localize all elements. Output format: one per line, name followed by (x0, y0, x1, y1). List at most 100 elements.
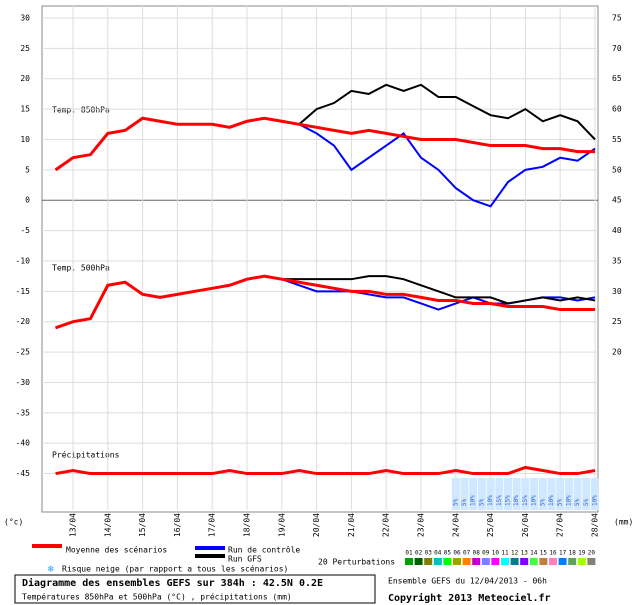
snow-risk-label: 15% (496, 495, 503, 506)
perturbation-swatch (443, 558, 452, 565)
snow-risk-cell (538, 478, 547, 510)
x-tick-label: 27/04 (556, 513, 565, 537)
footer-subtitle: Températures 850hPa et 500hPa (°C) , pré… (22, 592, 292, 602)
perturbation-swatch (539, 558, 548, 565)
x-tick-label: 24/04 (451, 513, 460, 537)
perturbation-number: 16 (549, 550, 557, 557)
perturbation-number: 19 (578, 550, 586, 557)
y-tick-label: -5 (20, 226, 30, 235)
snow-risk-label: 10% (513, 495, 520, 506)
snow-risk-cell (556, 478, 565, 510)
perturbation-number: 11 (501, 550, 509, 557)
y-tick-label: 5 (25, 165, 30, 174)
snow-risk-label: 5% (452, 498, 459, 506)
perturbation-swatch (433, 558, 442, 565)
perturbation-number: 07 (463, 550, 471, 557)
y2-tick-label: 50 (612, 165, 622, 174)
perturbation-number: 01 (405, 550, 413, 557)
perturbation-swatch (405, 558, 413, 565)
y-tick-label: 15 (20, 105, 30, 114)
x-tick-label: 13/04 (69, 513, 78, 537)
snow-risk-label: 5% (583, 498, 590, 506)
perturbation-number: 05 (444, 550, 452, 557)
snow-risk-cell (564, 478, 573, 510)
perturbation-swatch (481, 558, 490, 565)
snow-risk-label: 10% (487, 495, 494, 506)
y-unit: (°c) (4, 518, 23, 527)
perturbation-number: 17 (559, 550, 567, 557)
snow-risk-label: 10% (592, 495, 599, 506)
perturbation-number: 14 (530, 550, 538, 557)
snow-risk-cell (486, 478, 495, 510)
perturbation-number: 04 (434, 550, 442, 557)
y2-unit: (mm) (614, 518, 633, 527)
x-tick-label: 16/04 (173, 513, 182, 537)
footer-title: Diagramme des ensembles GEFS sur 384h : … (22, 577, 323, 589)
snow-risk-cell (573, 478, 582, 510)
x-tick-label: 21/04 (347, 513, 356, 537)
y-tick-label: -40 (16, 439, 31, 448)
x-tick-label: 25/04 (486, 513, 495, 537)
series-line (55, 274, 595, 330)
snow-risk-cell (512, 478, 521, 510)
perturbation-swatch (549, 558, 557, 565)
snow-risk-cell (504, 478, 512, 510)
x-tick-label: 17/04 (208, 513, 217, 537)
y2-tick-label: 45 (612, 196, 622, 205)
snow-risk-cell (460, 478, 469, 510)
panel-label: Temp. 850hPa (52, 106, 110, 115)
snow-risk-cell (469, 478, 478, 510)
snow-risk-cell (495, 478, 504, 510)
perturbation-number: 13 (521, 550, 529, 557)
perturbation-swatch (472, 558, 481, 565)
snow-icon: ❄ (48, 564, 55, 575)
x-tick-label: 15/04 (138, 513, 147, 537)
x-tick-label: 18/04 (243, 513, 252, 537)
snow-risk-label: 10% (470, 495, 477, 506)
footer-copyright: Copyright 2013 Meteociel.fr (388, 592, 551, 604)
snow-risk-label: 15% (505, 495, 512, 506)
footer-run: Ensemble GEFS du 12/04/2013 - 06h (388, 577, 547, 586)
y2-tick-label: 20 (612, 348, 622, 357)
perturbation-swatch (577, 558, 586, 565)
legend-label: Run GFS (228, 555, 262, 564)
perturbation-swatch (568, 558, 577, 565)
perturbation-number: 10 (492, 550, 500, 557)
y2-tick-label: 60 (612, 105, 622, 114)
y-tick-label: -25 (16, 348, 31, 357)
x-tick-label: 28/04 (591, 513, 600, 537)
plot-area (41, 5, 599, 513)
legend-label: Moyenne des scénarios (66, 545, 167, 555)
panel-label: Précipitations (52, 450, 120, 460)
snow-risk-cell (547, 478, 556, 510)
perturbation-swatch (558, 558, 567, 565)
perturbation-number: 06 (453, 550, 461, 557)
snow-risk-label: 5% (539, 498, 546, 506)
y2-tick-label: 40 (612, 226, 622, 235)
perturbation-number: 02 (415, 550, 423, 557)
snow-risk-label: 5% (461, 498, 468, 506)
perturbation-swatch (587, 558, 596, 565)
perturbation-number: 18 (569, 550, 577, 557)
y-tick-label: -15 (16, 287, 31, 296)
legend-label: 20 Perturbations (318, 558, 395, 567)
snow-risk-label: 10% (548, 495, 555, 506)
snow-risk-label: 5% (574, 498, 581, 506)
x-tick-label: 14/04 (103, 513, 112, 537)
snow-risk-label: 10% (565, 495, 572, 506)
perturbation-number: 12 (511, 550, 519, 557)
snow-risk-cell (451, 478, 460, 510)
snow-risk-cell (521, 478, 530, 510)
perturbation-number: 03 (425, 550, 433, 557)
series-line (55, 465, 596, 476)
perturbation-swatch (424, 558, 433, 565)
y-tick-label: -45 (16, 469, 31, 478)
snow-risk-label: 5% (557, 498, 564, 506)
x-tick-label: 23/04 (417, 513, 426, 537)
y-tick-label: 0 (25, 196, 30, 205)
perturbation-swatch (462, 558, 471, 565)
snow-risk-label: 10% (531, 495, 538, 506)
perturbation-swatch (510, 558, 519, 565)
y2-tick-label: 65 (612, 74, 622, 83)
